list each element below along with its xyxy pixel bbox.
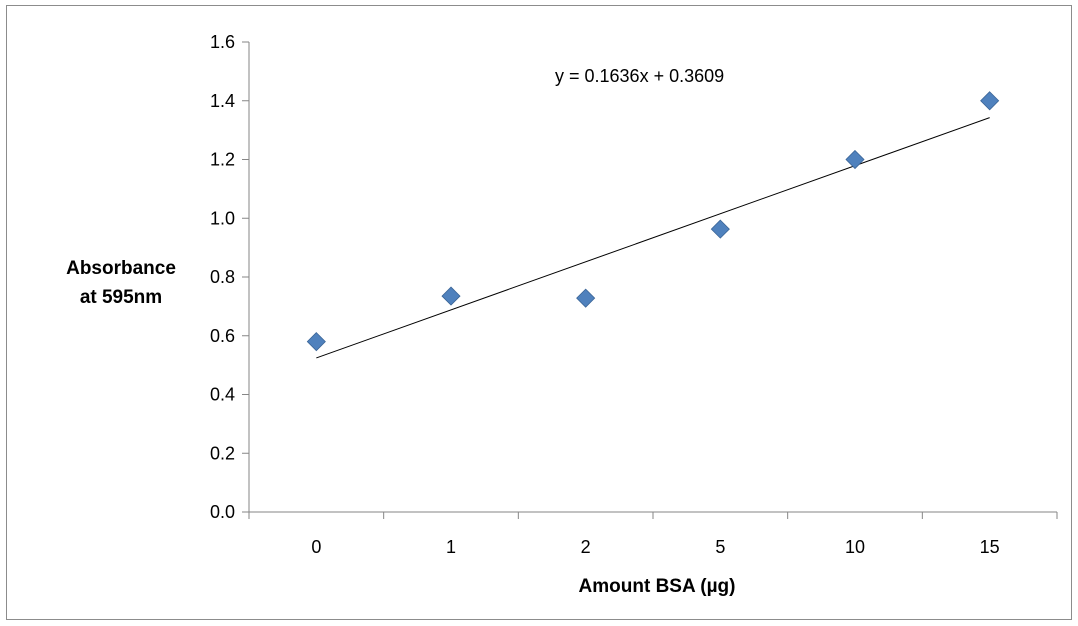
y-axis-label-line-2: at 595nm [79,287,163,308]
trendline [316,117,990,359]
y-tick-label: 1.6 [210,32,235,52]
data-point-diamond [441,286,461,306]
x-tick-label: 10 [845,537,865,557]
y-tick-label: 1.4 [210,91,235,111]
y-tick-label: 0.2 [210,443,235,463]
trendline-equation: y = 0.1636x + 0.3609 [555,66,725,86]
x-tick-label: 0 [311,537,321,557]
x-tick-label: 1 [446,537,456,557]
y-tick-label: 1.2 [210,150,235,170]
y-axis-label-line-1: Absorbance [66,258,176,279]
y-tick-label: 1.0 [210,208,235,228]
data-point-diamond [980,91,1000,111]
y-tick-label: 0.0 [210,502,235,522]
data-point-diamond [576,288,596,308]
x-tick-label: 5 [715,537,725,557]
x-tick-label: 15 [980,537,1000,557]
y-tick-label: 0.6 [210,326,235,346]
data-point-diamond [710,219,730,239]
data-point-diamond [845,149,865,170]
y-tick-label: 0.8 [210,267,235,287]
y-tick-label: 0.4 [210,385,235,405]
plot-area: 0.0 0.2 0.4 0.6 0.8 1.0 1.2 1.4 1.6 0 1 2 5 10 15 [210,32,1058,557]
data-point-diamond [306,332,326,352]
x-axis-label: Amount BSA (µg) [578,576,736,597]
y-axis-label: Absorbance at 595nm [45,254,197,312]
x-tick-label: 2 [581,537,591,557]
chart-area: 0.0 0.2 0.4 0.6 0.8 1.0 1.2 1.4 1.6 0 1 2 5 10 15 y = … [6,5,1072,620]
